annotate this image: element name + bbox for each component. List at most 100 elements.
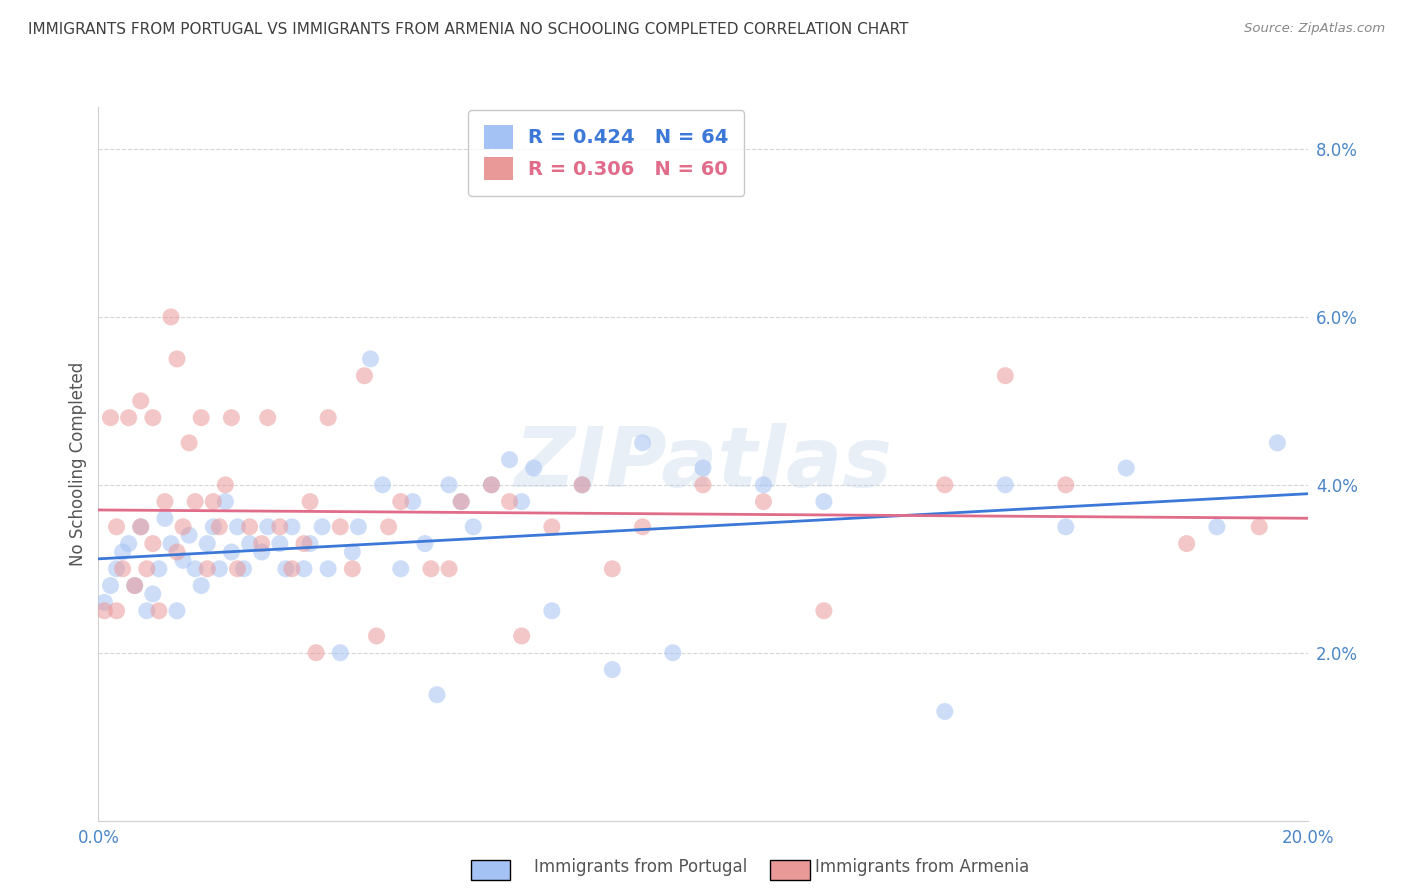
Point (124, 578, 146, 592)
Point (214, 478, 236, 492)
Point (994, 368, 1017, 383)
Y-axis label: No Schooling Completed: No Schooling Completed (69, 362, 87, 566)
Point (177, 435, 201, 450)
Point (1115, 461, 1137, 475)
Point (153, 511, 176, 525)
Point (1249, 520, 1271, 534)
Point (195, 536, 218, 550)
Point (226, 562, 249, 576)
Point (172, 520, 194, 534)
Point (281, 562, 304, 576)
Point (166, 351, 188, 366)
Point (571, 478, 593, 492)
Point (1265, 435, 1288, 450)
Point (166, 545, 188, 559)
Point (371, 478, 394, 492)
Point (1175, 536, 1198, 550)
Point (299, 494, 322, 508)
Point (692, 461, 714, 475)
Point (347, 520, 370, 534)
Point (510, 629, 533, 643)
Point (366, 629, 388, 643)
Point (202, 520, 225, 534)
Point (135, 562, 157, 576)
Point (208, 520, 231, 534)
Point (269, 536, 291, 550)
Point (111, 562, 134, 576)
Point (1054, 478, 1077, 492)
Point (316, 410, 339, 425)
Point (813, 494, 835, 508)
Point (342, 545, 364, 559)
Point (389, 494, 412, 508)
Point (934, 478, 956, 492)
Point (129, 393, 152, 408)
Point (602, 663, 624, 677)
Point (498, 494, 520, 508)
Point (281, 520, 304, 534)
Point (221, 410, 243, 425)
Point (190, 410, 212, 425)
Point (118, 410, 141, 425)
Point (105, 562, 128, 576)
Point (124, 578, 146, 592)
Point (360, 351, 382, 366)
Point (148, 604, 170, 618)
Point (316, 562, 339, 576)
Point (329, 520, 352, 534)
Point (232, 562, 254, 576)
Point (437, 478, 460, 492)
Point (239, 520, 262, 534)
Point (450, 494, 472, 508)
Point (166, 604, 188, 618)
Point (481, 478, 503, 492)
Point (226, 520, 249, 534)
Point (184, 494, 207, 508)
Point (129, 520, 152, 534)
Point (994, 478, 1017, 492)
Point (540, 604, 562, 618)
Point (389, 562, 412, 576)
Point (202, 494, 225, 508)
Point (250, 536, 273, 550)
Point (100, 410, 122, 425)
Point (377, 520, 399, 534)
Point (661, 646, 683, 660)
Point (93, 604, 115, 618)
Point (305, 646, 328, 660)
Point (118, 536, 141, 550)
Point (195, 562, 218, 576)
Point (523, 461, 546, 475)
Point (540, 520, 562, 534)
Point (631, 520, 654, 534)
Point (292, 536, 315, 550)
Point (184, 562, 207, 576)
Point (353, 368, 375, 383)
Point (934, 705, 956, 719)
Point (105, 604, 128, 618)
Text: Immigrants from Portugal: Immigrants from Portugal (534, 858, 748, 876)
Text: IMMIGRANTS FROM PORTUGAL VS IMMIGRANTS FROM ARMENIA NO SCHOOLING COMPLETED CORRE: IMMIGRANTS FROM PORTUGAL VS IMMIGRANTS F… (28, 22, 908, 37)
Point (142, 587, 165, 601)
Text: Immigrants from Armenia: Immigrants from Armenia (815, 858, 1029, 876)
Point (437, 562, 460, 576)
Point (342, 562, 364, 576)
Point (177, 528, 201, 542)
Point (256, 410, 278, 425)
Point (631, 435, 654, 450)
Text: Source: ZipAtlas.com: Source: ZipAtlas.com (1244, 22, 1385, 36)
Point (402, 494, 425, 508)
Point (413, 536, 436, 550)
Point (153, 494, 176, 508)
Point (160, 536, 183, 550)
Point (463, 520, 485, 534)
Point (105, 520, 128, 534)
Point (250, 545, 273, 559)
Point (299, 536, 322, 550)
Point (1054, 520, 1077, 534)
Legend: R = 0.424   N = 64, R = 0.306   N = 60: R = 0.424 N = 64, R = 0.306 N = 60 (468, 110, 744, 196)
Point (481, 478, 503, 492)
Point (752, 494, 775, 508)
Point (311, 520, 333, 534)
Point (148, 562, 170, 576)
